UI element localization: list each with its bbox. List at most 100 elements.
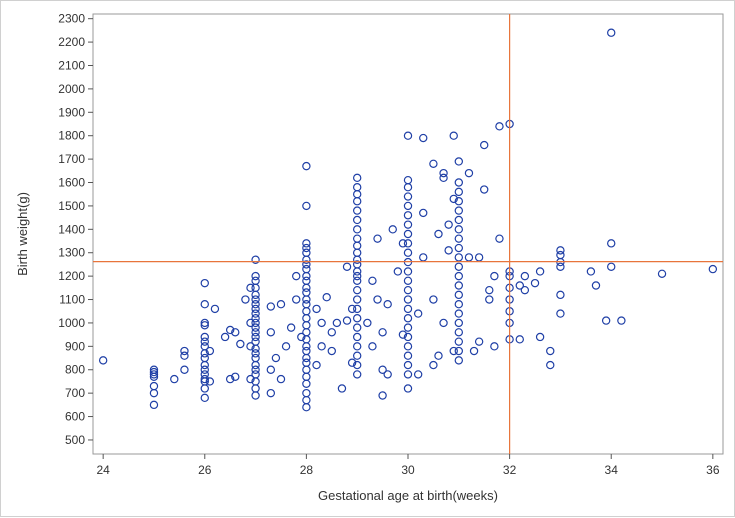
- data-point: [302, 288, 311, 297]
- data-point: [327, 346, 336, 356]
- data-point: [495, 122, 504, 131]
- data-point: [292, 271, 301, 281]
- data-point: [246, 318, 255, 328]
- y-tick-label: 800: [65, 363, 85, 377]
- data-point: [398, 239, 408, 248]
- data-point: [352, 206, 362, 215]
- data-point: [546, 346, 555, 356]
- data-point: [444, 246, 453, 255]
- data-point: [352, 260, 362, 269]
- y-tick-label: 1200: [58, 269, 85, 283]
- data-point: [454, 187, 464, 197]
- data-point: [363, 318, 372, 328]
- data-point: [403, 384, 413, 393]
- data-point: [393, 267, 403, 276]
- data-point: [302, 248, 311, 257]
- data-point: [495, 234, 504, 243]
- data-point: [251, 295, 260, 304]
- data-point: [352, 370, 362, 379]
- data-point: [286, 323, 296, 332]
- data-point: [378, 391, 387, 400]
- data-point: [601, 316, 611, 325]
- data-point: [454, 197, 464, 206]
- data-point: [352, 215, 362, 225]
- data-point: [210, 304, 220, 314]
- data-point: [149, 400, 159, 410]
- x-axis-label: Gestational age at birth(weeks): [318, 488, 498, 503]
- data-point: [180, 365, 189, 374]
- data-point: [251, 318, 260, 328]
- data-point: [352, 271, 362, 281]
- data-point: [454, 328, 464, 337]
- data-point: [241, 295, 250, 304]
- data-point: [266, 328, 276, 337]
- data-point: [231, 372, 240, 381]
- y-tick-label: 1000: [58, 316, 85, 330]
- data-point: [352, 323, 362, 332]
- data-point: [398, 330, 408, 339]
- data-point: [352, 276, 362, 286]
- data-point: [170, 374, 179, 384]
- data-point: [403, 314, 413, 323]
- data-point: [454, 281, 464, 290]
- data-point: [449, 194, 458, 204]
- data-point: [251, 304, 260, 314]
- data-point: [317, 318, 326, 328]
- data-point: [556, 290, 565, 300]
- data-point: [403, 276, 413, 286]
- data-point: [403, 267, 413, 276]
- y-tick-label: 2100: [58, 58, 85, 72]
- data-point: [251, 349, 260, 358]
- data-point: [474, 253, 484, 262]
- data-point: [403, 285, 413, 295]
- data-point: [342, 262, 352, 271]
- data-point: [403, 201, 413, 211]
- data-point: [205, 377, 215, 386]
- data-point: [449, 131, 458, 140]
- data-point: [368, 342, 377, 351]
- data-point: [469, 346, 479, 356]
- data-point: [607, 262, 616, 271]
- data-point: [200, 337, 209, 346]
- data-point: [388, 225, 397, 234]
- data-point: [302, 358, 311, 367]
- data-point: [403, 323, 413, 332]
- data-point: [454, 337, 464, 346]
- data-point: [200, 318, 209, 328]
- data-point: [419, 133, 428, 143]
- y-tick-label: 1300: [58, 246, 85, 260]
- data-point: [535, 332, 545, 342]
- data-point: [149, 367, 159, 377]
- data-point: [586, 267, 596, 276]
- data-point: [352, 225, 362, 234]
- data-point: [556, 250, 565, 260]
- data-point: [251, 332, 260, 342]
- data-point: [617, 316, 626, 325]
- data-point: [251, 255, 260, 264]
- data-point: [429, 360, 438, 370]
- data-point: [352, 182, 362, 192]
- data-point: [403, 304, 413, 314]
- data-point: [302, 264, 311, 274]
- data-point: [454, 271, 464, 281]
- data-point: [322, 292, 331, 302]
- data-point: [591, 281, 601, 290]
- data-point: [403, 175, 413, 185]
- data-point: [98, 356, 108, 365]
- data-point: [200, 353, 209, 363]
- data-point: [251, 314, 260, 323]
- y-tick-label: 1100: [59, 293, 85, 307]
- data-point: [490, 271, 499, 281]
- data-point: [352, 351, 362, 360]
- data-point: [200, 342, 209, 351]
- data-point: [266, 365, 276, 374]
- data-point: [454, 178, 464, 187]
- data-point: [403, 360, 413, 370]
- data-point: [403, 295, 413, 304]
- data-point: [302, 161, 311, 171]
- data-point: [403, 211, 413, 220]
- data-point: [352, 332, 362, 342]
- data-point: [657, 269, 667, 278]
- data-point: [439, 168, 448, 178]
- data-point: [302, 276, 311, 286]
